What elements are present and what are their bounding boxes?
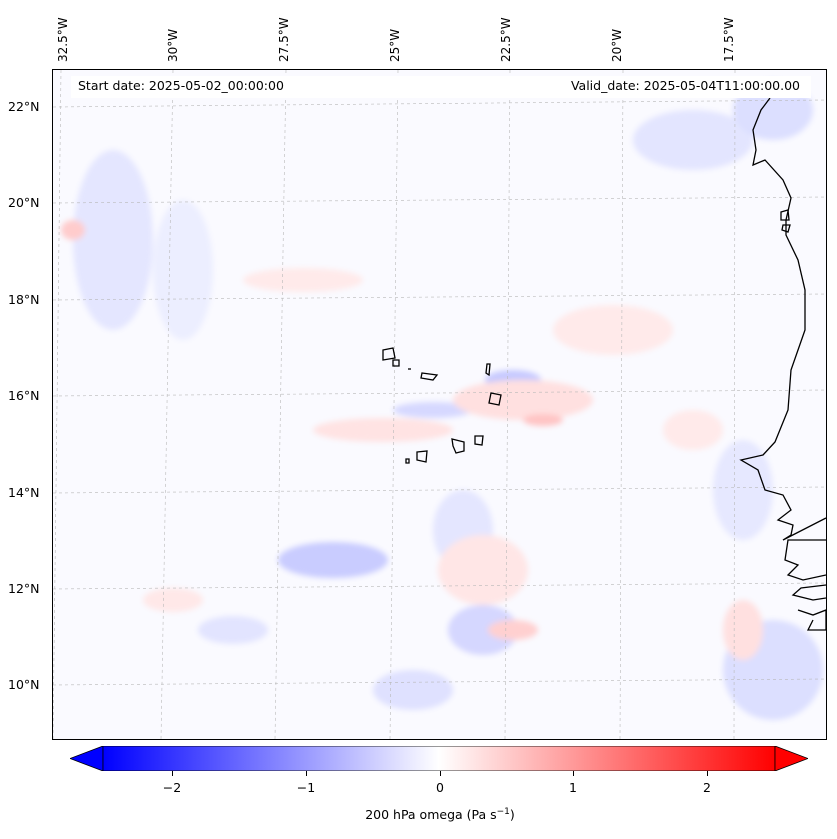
coastline [382,97,826,631]
map-panel [52,69,827,740]
cb-tick-label: 2 [703,780,711,795]
cb-tick-label: 0 [436,780,444,795]
start-date-text: Start date: 2025-05-02_00:00:00 [78,78,284,93]
cb-tick-label: 1 [569,780,577,795]
lat-label-22n: 22°N [8,99,40,114]
lon-label-22-5w: 22.5°W [499,17,513,62]
omega-field-map [53,70,826,739]
valid-date-text: Valid_date: 2025-05-04T11:00:00.00 [570,78,800,93]
cb-tickmark [573,771,574,776]
colorbar-right-extension [774,746,808,771]
colorbar [70,746,808,771]
colorbar-label: 200 hPa omega (Pa s−1) [365,807,515,823]
lat-label-18n: 18°N [8,292,40,307]
graticule [53,70,826,739]
lon-label-32-5w: 32.5°W [56,17,70,62]
cb-tick-label: −1 [296,780,316,795]
lat-label-10n: 10°N [8,677,40,692]
omega-shading [61,80,823,720]
lat-label-20n: 20°N [8,195,40,210]
cb-tickmark [707,771,708,776]
cb-tickmark [172,771,173,776]
lon-label-25w: 25°W [388,28,402,62]
lon-label-20w: 20°W [610,28,624,62]
date-info-bar [71,76,811,98]
cb-tickmark [306,771,307,776]
lat-label-16n: 16°N [8,388,40,403]
lon-label-30w: 30°W [166,28,180,62]
cb-tickmark [440,771,441,776]
lon-label-27-5w: 27.5°W [277,17,291,62]
colorbar-left-extension [70,746,104,771]
cb-tick-label: −2 [162,780,182,795]
colorbar-gradient [102,746,776,771]
lat-label-12n: 12°N [8,581,40,596]
lon-label-17-5w: 17.5°W [722,17,736,62]
lat-label-14n: 14°N [8,485,40,500]
